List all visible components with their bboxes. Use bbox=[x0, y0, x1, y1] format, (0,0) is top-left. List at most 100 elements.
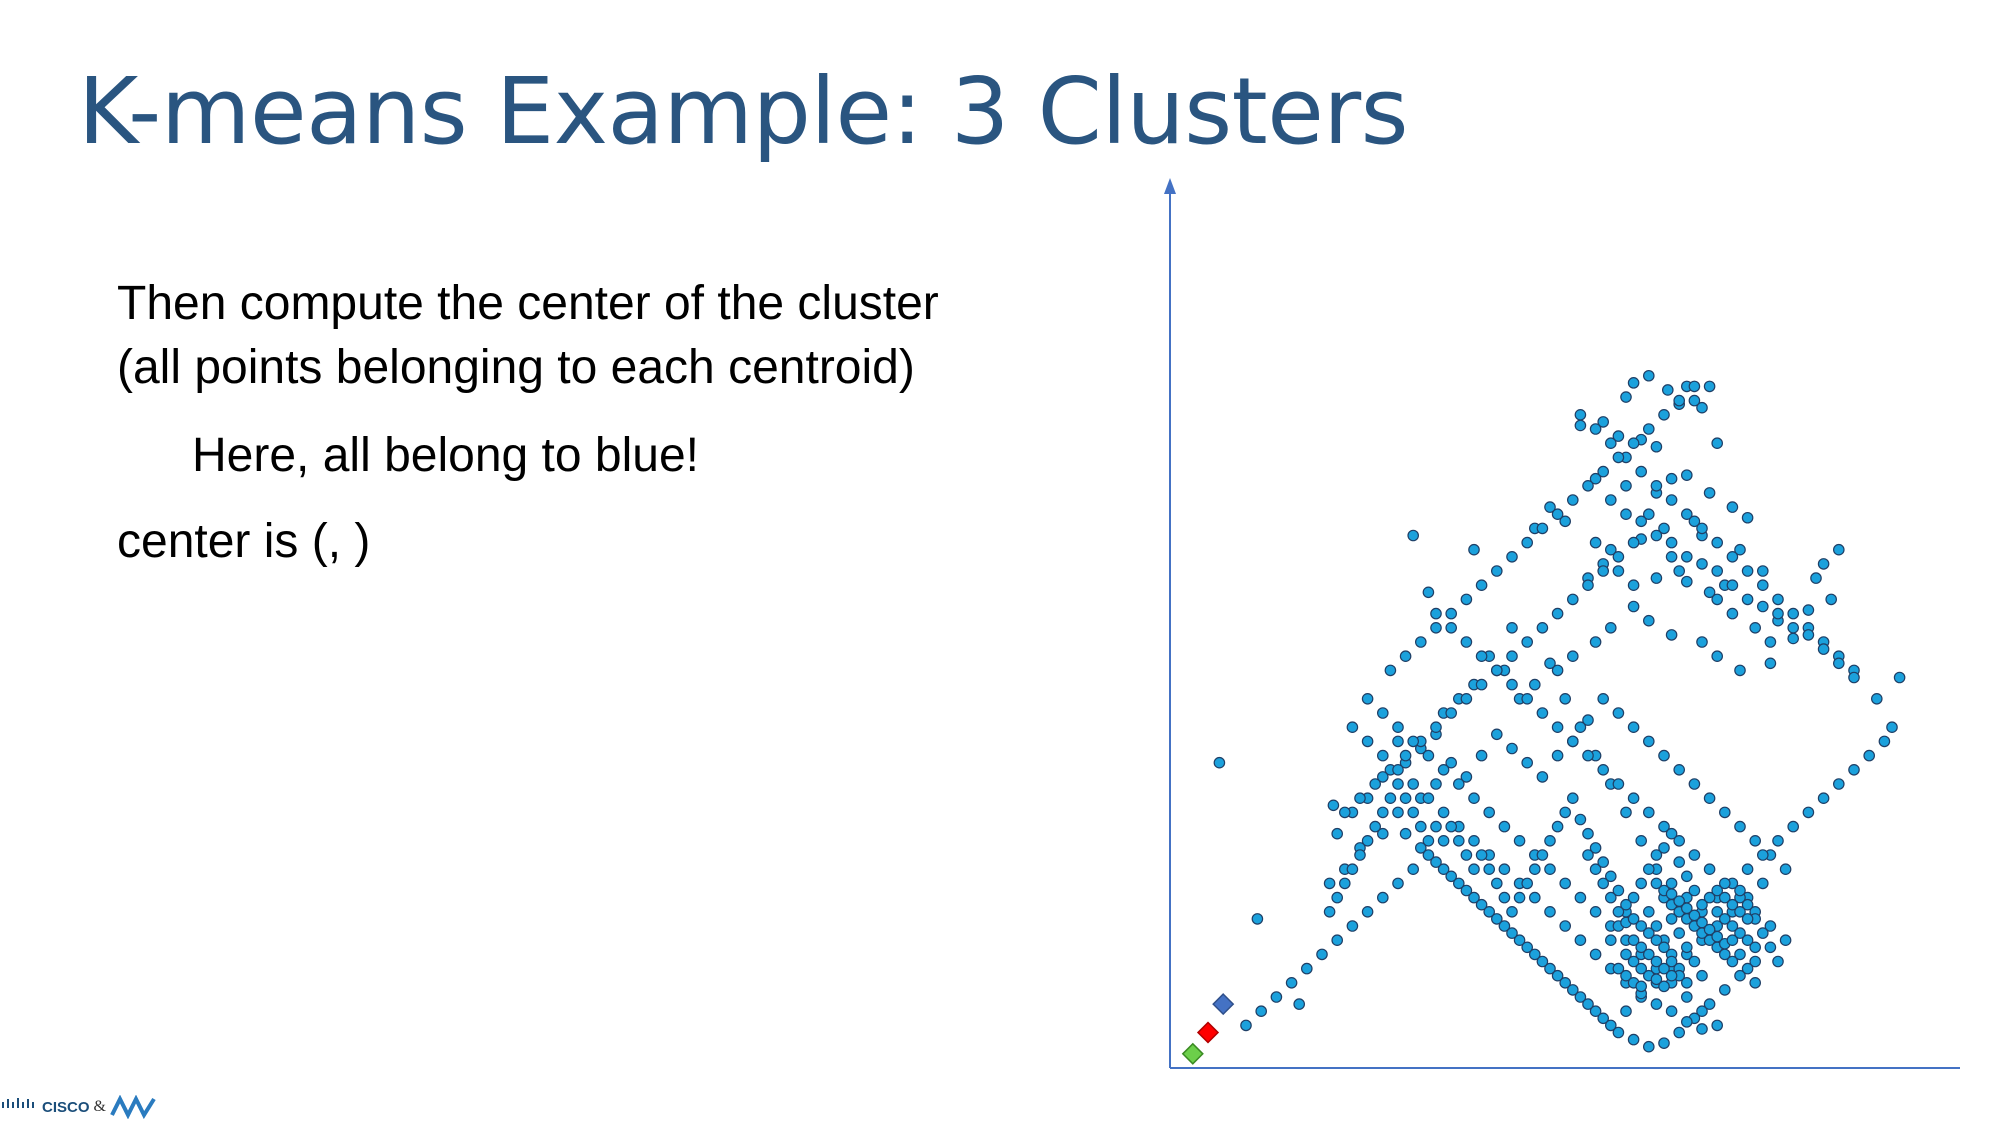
data-point bbox=[1361, 834, 1374, 847]
data-point bbox=[1354, 849, 1366, 861]
data-point bbox=[1589, 948, 1602, 961]
data-point bbox=[1642, 927, 1655, 939]
data-point bbox=[1787, 621, 1799, 634]
data-point bbox=[1559, 976, 1571, 989]
data-point bbox=[1597, 1012, 1609, 1025]
data-point bbox=[1696, 1005, 1708, 1017]
y-axis-arrow-icon bbox=[1164, 178, 1176, 194]
centroid-blue bbox=[1212, 993, 1235, 1016]
data-point bbox=[1673, 565, 1685, 577]
data-point bbox=[1627, 721, 1640, 733]
data-point bbox=[1741, 511, 1754, 524]
data-point bbox=[1642, 1040, 1655, 1053]
data-point bbox=[1680, 941, 1693, 954]
data-point bbox=[1741, 934, 1754, 946]
data-point bbox=[1285, 976, 1298, 989]
data-point bbox=[1445, 820, 1457, 833]
data-point bbox=[1536, 522, 1549, 535]
data-point bbox=[1468, 834, 1480, 847]
data-point bbox=[1726, 920, 1739, 932]
data-point bbox=[1544, 657, 1556, 670]
data-point bbox=[1498, 863, 1511, 875]
data-point bbox=[1475, 579, 1488, 591]
data-point bbox=[1726, 607, 1739, 620]
data-point bbox=[1506, 621, 1518, 634]
data-point bbox=[1696, 522, 1708, 535]
data-point bbox=[1536, 707, 1549, 719]
data-point bbox=[1650, 572, 1663, 584]
data-point bbox=[1703, 792, 1716, 804]
data-point bbox=[1741, 898, 1754, 911]
data-point bbox=[1422, 749, 1435, 762]
data-point bbox=[1331, 934, 1343, 946]
data-point bbox=[1620, 948, 1632, 961]
data-point bbox=[1620, 1005, 1632, 1017]
data-point bbox=[1468, 543, 1480, 556]
data-point bbox=[1445, 870, 1457, 883]
data-point bbox=[1688, 380, 1701, 393]
data-point bbox=[1369, 820, 1381, 833]
data-point bbox=[1658, 820, 1670, 833]
data-point bbox=[1498, 820, 1511, 833]
data-point bbox=[1635, 465, 1647, 478]
data-point bbox=[1582, 849, 1594, 861]
data-point bbox=[1589, 1005, 1602, 1017]
data-point bbox=[1756, 927, 1769, 939]
data-point bbox=[1498, 920, 1511, 932]
data-point bbox=[1604, 870, 1617, 883]
cisco-logo-text: CISCO bbox=[42, 1098, 90, 1116]
data-point bbox=[1513, 834, 1526, 847]
data-point bbox=[1506, 927, 1518, 939]
data-point bbox=[1437, 806, 1450, 819]
data-point bbox=[1377, 707, 1389, 719]
data-point bbox=[1817, 792, 1830, 804]
data-point bbox=[1650, 529, 1663, 542]
data-point bbox=[1589, 842, 1602, 854]
data-point bbox=[1399, 827, 1412, 840]
data-point bbox=[1407, 778, 1419, 790]
data-point bbox=[1680, 976, 1693, 989]
data-point bbox=[1711, 1019, 1723, 1032]
data-point bbox=[1711, 565, 1723, 577]
data-point bbox=[1650, 877, 1663, 890]
data-point bbox=[1574, 419, 1587, 432]
scatter-plot bbox=[1164, 178, 1960, 1069]
data-point bbox=[1650, 920, 1663, 932]
data-point bbox=[1490, 877, 1503, 890]
data-point bbox=[1696, 636, 1708, 648]
data-point bbox=[1703, 487, 1716, 499]
data-point bbox=[1673, 895, 1685, 907]
data-point bbox=[1886, 721, 1898, 733]
data-point bbox=[1475, 849, 1488, 861]
data-point bbox=[1756, 579, 1769, 591]
data-point bbox=[1392, 721, 1404, 733]
data-point bbox=[1430, 820, 1442, 833]
data-point bbox=[1696, 898, 1708, 911]
data-point bbox=[1430, 856, 1442, 868]
data-point bbox=[1756, 877, 1769, 890]
data-point bbox=[1506, 650, 1518, 662]
data-point bbox=[1696, 558, 1708, 570]
data-point bbox=[1635, 877, 1647, 890]
data-point bbox=[1832, 543, 1845, 556]
data-point bbox=[1460, 884, 1473, 897]
data-point bbox=[1749, 834, 1761, 847]
data-point bbox=[1635, 941, 1647, 954]
data-point bbox=[1642, 735, 1655, 748]
data-point bbox=[1544, 834, 1556, 847]
data-point bbox=[1475, 678, 1488, 691]
body-line-4: center is (, ) bbox=[117, 515, 371, 568]
data-point bbox=[1680, 508, 1693, 520]
data-point bbox=[1604, 621, 1617, 634]
data-point bbox=[1430, 778, 1442, 790]
data-point bbox=[1711, 884, 1723, 897]
data-point bbox=[1323, 877, 1336, 890]
data-point bbox=[1361, 735, 1374, 748]
data-point bbox=[1437, 863, 1450, 875]
data-point bbox=[1741, 565, 1754, 577]
data-point bbox=[1475, 898, 1488, 911]
data-point bbox=[1528, 678, 1541, 691]
data-point bbox=[1696, 1023, 1708, 1035]
data-point bbox=[1361, 692, 1374, 705]
data-point bbox=[1536, 621, 1549, 634]
